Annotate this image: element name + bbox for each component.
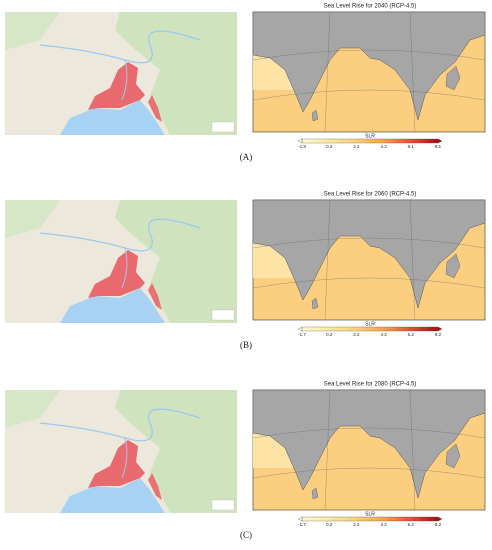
bay [60,288,165,323]
colorbar-tick-label: -1.7 [298,332,306,337]
panel-row: Sea Level Rise for 2080 (RCP-4.5) SLR -1.7… [5,382,486,540]
map-legend [211,309,235,321]
flood-map [5,12,237,135]
green-region [5,390,60,428]
land [252,11,486,121]
land [252,389,486,499]
panel-row: Sea Level Rise for 2040 (RCP-4.5) SLR -1.8… [5,4,486,162]
green-region [115,12,237,135]
green-region [115,390,237,513]
colorbar-tick-label: 0.2 [326,522,333,527]
colorbar-tick-label: 0.2 [326,144,333,149]
green-region [5,12,60,50]
colorbar-label: SLR [365,133,375,139]
colorbar-tick-label: 8.2 [435,332,442,337]
land [311,487,319,500]
colorbar-tick-label: 6.2 [408,522,415,527]
flood-zone [88,440,145,488]
map-title: Sea Level Rise for 2080 (RCP-4.5) [324,382,417,388]
colorbar-tick-label: -1.8 [298,144,306,149]
land [445,253,461,279]
colorbar-tick-label: 4.2 [380,522,387,527]
slr-map: Sea Level Rise for 2060 (RCP-4.5) SLR -1.7… [252,192,486,337]
colorbar-tick-label: 6.2 [408,332,415,337]
colorbar [301,516,439,522]
map-legend [211,121,235,133]
slr-map: Sea Level Rise for 2040 (RCP-4.5) SLR -1.8… [252,4,486,149]
land [252,199,486,309]
river [39,218,201,252]
flood-zone [148,95,162,122]
colorbar-tick-label: 8.1 [435,144,442,149]
colorbar-end [297,326,303,332]
colorbar-tick-label: 0.2 [326,332,333,337]
colorbar-tick-label: 4.2 [380,332,387,337]
panel-label: (C) [240,530,252,540]
land [311,109,319,122]
colorbar-end [437,138,443,144]
flood-map [5,200,237,323]
colorbar-tick-label: 2.2 [353,332,360,337]
green-region [115,200,237,323]
map-title: Sea Level Rise for 2040 (RCP-4.5) [324,4,417,10]
colorbar-tick-label: 6.1 [408,144,415,149]
land [445,443,461,469]
colorbar-end [437,326,443,332]
flood-zone [148,473,162,500]
colorbar-tick-label: 2.2 [353,144,360,149]
bay [60,100,165,135]
panel-row: Sea Level Rise for 2060 (RCP-4.5) SLR -1.7… [5,192,486,350]
colorbar-tick-label: 8.2 [435,522,442,527]
colorbar-end [297,138,303,144]
river [121,437,128,479]
river [121,59,128,101]
colorbar [301,138,439,144]
slr-map: Sea Level Rise for 2080 (RCP-4.5) SLR -1.7… [252,382,486,527]
map-title: Sea Level Rise for 2060 (RCP-4.5) [324,192,417,198]
map-legend [211,499,235,511]
colorbar-label: SLR [365,511,375,517]
colorbar-tick-label: 4.2 [380,144,387,149]
river [121,247,128,289]
colorbar-end [297,516,303,522]
bay [60,478,165,513]
river [39,30,201,64]
panel-label: (A) [240,152,253,162]
colorbar-tick-label: 2.2 [353,522,360,527]
flood-zone [88,62,145,110]
flood-zone [148,283,162,310]
flood-map [5,390,237,513]
colorbar-tick-label: -1.7 [298,522,306,527]
colorbar-label: SLR [365,321,375,327]
flood-zone [88,250,145,298]
colorbar-end [437,516,443,522]
graticule [252,389,486,511]
graticule [252,11,486,133]
panel-label: (B) [240,340,252,350]
land [445,65,461,91]
land [311,297,319,310]
green-region [5,200,60,238]
river [39,408,201,442]
colorbar [301,326,439,332]
graticule [252,199,486,321]
